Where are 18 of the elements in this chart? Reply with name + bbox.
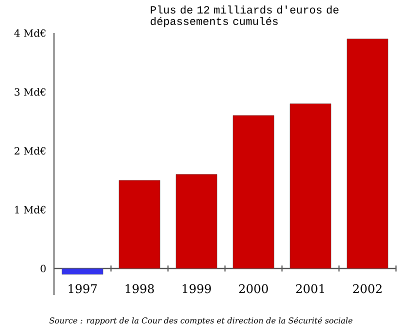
bar bbox=[176, 174, 218, 269]
x-tick-label: 1999 bbox=[182, 284, 211, 294]
x-tick-label: 2001 bbox=[296, 284, 324, 294]
bar bbox=[118, 180, 160, 269]
bar bbox=[232, 115, 274, 269]
x-tick-label: 2000 bbox=[239, 284, 268, 294]
y-tick-label: 4 Md€ bbox=[14, 29, 46, 37]
x-tick-label: 1998 bbox=[126, 284, 154, 294]
y-tick-label: 2 Md€ bbox=[14, 146, 46, 155]
y-tick-label: 0 bbox=[40, 264, 46, 272]
y-tick-label: 1 Md€ bbox=[15, 206, 46, 214]
bar bbox=[62, 268, 104, 275]
chart-title: Plus de 12 milliards d'euros de dépassements cumulés bbox=[150, 6, 338, 28]
y-tick-label: 3 Md€ bbox=[14, 88, 46, 96]
bar bbox=[346, 38, 388, 269]
x-tick-label: 2002 bbox=[353, 284, 382, 294]
bar bbox=[290, 104, 332, 269]
x-tick-label: 1997 bbox=[68, 284, 97, 294]
